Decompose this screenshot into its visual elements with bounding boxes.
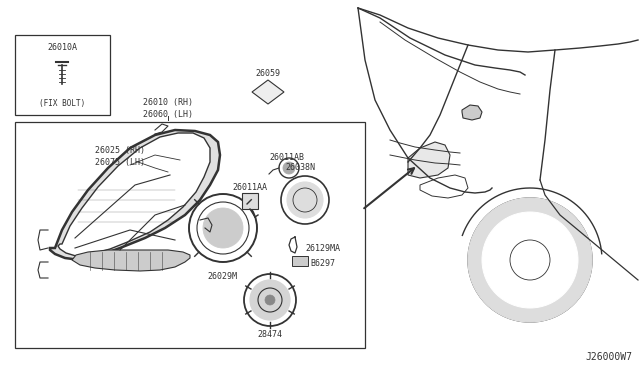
Polygon shape	[462, 105, 482, 120]
Text: 26129MA: 26129MA	[305, 244, 340, 253]
Text: 26010A: 26010A	[47, 43, 77, 52]
Circle shape	[287, 182, 323, 218]
Polygon shape	[252, 80, 284, 104]
Text: J26000W7: J26000W7	[585, 352, 632, 362]
Circle shape	[250, 280, 290, 320]
Text: 26011AB: 26011AB	[269, 153, 304, 162]
Text: 26025 (RH)
26075 (LH): 26025 (RH) 26075 (LH)	[95, 146, 145, 167]
Circle shape	[203, 208, 243, 248]
Bar	[242, 193, 258, 209]
Bar	[15, 122, 365, 348]
Polygon shape	[72, 250, 190, 271]
Circle shape	[468, 198, 592, 322]
Bar	[292, 256, 308, 266]
Circle shape	[265, 295, 275, 305]
Polygon shape	[58, 133, 210, 256]
Circle shape	[482, 212, 578, 308]
Circle shape	[283, 162, 295, 174]
Text: 26038N: 26038N	[285, 163, 315, 172]
Text: 26059: 26059	[255, 69, 280, 78]
Text: 26011AA: 26011AA	[232, 183, 268, 192]
Polygon shape	[50, 130, 220, 260]
Polygon shape	[420, 175, 468, 198]
Text: 26029M: 26029M	[207, 272, 237, 281]
Text: 28474: 28474	[257, 330, 282, 339]
Polygon shape	[408, 142, 450, 178]
Bar	[15, 35, 110, 115]
Text: B6297: B6297	[310, 260, 335, 269]
Text: 26010 (RH)
26060 (LH): 26010 (RH) 26060 (LH)	[143, 98, 193, 119]
Text: (FIX BOLT): (FIX BOLT)	[39, 99, 85, 108]
